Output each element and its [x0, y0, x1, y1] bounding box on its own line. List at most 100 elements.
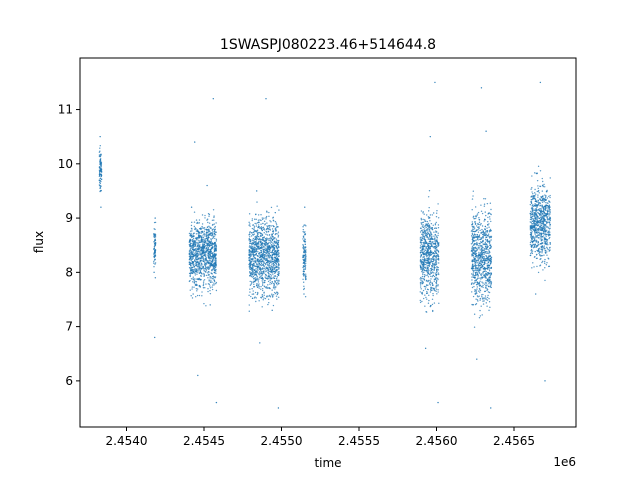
data-point	[484, 262, 486, 264]
data-point	[488, 259, 490, 261]
data-point	[153, 260, 155, 263]
data-point	[542, 216, 545, 218]
data-point	[486, 260, 488, 262]
data-point	[269, 296, 272, 298]
data-point	[259, 267, 261, 269]
data-point	[201, 236, 203, 239]
data-point	[535, 217, 537, 219]
data-point	[269, 236, 272, 238]
data-point	[471, 247, 473, 249]
data-point	[544, 237, 547, 239]
data-point	[274, 230, 277, 232]
data-point	[273, 260, 275, 263]
data-point	[198, 245, 200, 247]
data-point	[262, 222, 264, 225]
data-point	[153, 247, 156, 250]
data-point	[530, 210, 532, 213]
data-point	[196, 258, 198, 261]
data-point	[278, 255, 280, 258]
data-point	[428, 233, 431, 236]
data-point	[486, 202, 489, 205]
data-point	[548, 233, 551, 236]
data-point	[208, 267, 211, 269]
data-point	[535, 257, 538, 260]
data-point	[547, 210, 549, 213]
data-point	[541, 242, 544, 244]
data-point	[208, 215, 210, 217]
data-point	[274, 292, 277, 295]
data-point	[154, 249, 156, 252]
data-point	[435, 252, 437, 254]
data-point	[251, 227, 254, 230]
data-point	[437, 232, 439, 234]
data-point	[204, 267, 206, 270]
data-point	[427, 276, 430, 278]
data-point	[273, 264, 275, 266]
data-point	[476, 278, 478, 280]
data-point	[263, 262, 265, 264]
data-point	[277, 266, 279, 268]
data-point	[153, 256, 156, 259]
data-point	[205, 305, 207, 307]
data-point	[427, 284, 429, 286]
data-point	[210, 250, 212, 252]
data-point	[196, 244, 199, 246]
data-point	[473, 283, 475, 285]
data-point	[476, 295, 479, 297]
data-point	[478, 226, 480, 228]
data-point	[529, 254, 532, 257]
data-point	[213, 244, 216, 247]
data-point	[205, 271, 207, 273]
data-point	[490, 261, 492, 263]
data-point	[435, 244, 437, 247]
data-point	[197, 222, 199, 224]
data-point	[429, 273, 431, 276]
data-point	[303, 268, 305, 271]
data-point	[209, 234, 212, 236]
data-point	[489, 286, 492, 288]
data-point	[211, 263, 213, 266]
data-point	[433, 247, 435, 249]
data-point	[249, 245, 251, 247]
data-point	[429, 214, 432, 216]
data-point	[259, 251, 261, 254]
data-point	[424, 239, 427, 241]
data-point	[483, 233, 485, 235]
data-point	[193, 271, 195, 274]
data-point	[475, 255, 477, 258]
data-point	[537, 248, 540, 250]
data-point	[423, 245, 425, 248]
data-point	[422, 252, 424, 254]
data-point	[533, 213, 536, 215]
data-point	[214, 269, 216, 271]
data-point	[426, 255, 428, 257]
data-point	[480, 261, 482, 263]
data-point	[486, 299, 489, 301]
data-point	[483, 298, 485, 300]
data-point	[486, 273, 488, 275]
data-point	[534, 246, 536, 248]
data-point	[542, 218, 545, 220]
data-point	[264, 276, 266, 278]
data-point	[484, 218, 486, 221]
data-point	[189, 270, 192, 272]
data-point	[538, 192, 540, 194]
data-point	[429, 291, 432, 293]
data-point	[190, 224, 193, 227]
data-point	[478, 263, 480, 265]
data-point	[213, 267, 216, 270]
data-point	[419, 241, 422, 243]
data-point	[546, 197, 549, 199]
data-point	[539, 199, 542, 201]
data-point	[471, 242, 474, 244]
data-point	[437, 272, 440, 274]
data-point	[273, 242, 276, 244]
data-point	[197, 267, 199, 269]
data-point	[427, 232, 429, 235]
data-point	[477, 300, 479, 302]
data-point	[195, 268, 198, 270]
data-point	[481, 285, 483, 288]
data-point	[211, 232, 213, 235]
data-point	[432, 294, 434, 297]
data-point	[436, 253, 439, 255]
